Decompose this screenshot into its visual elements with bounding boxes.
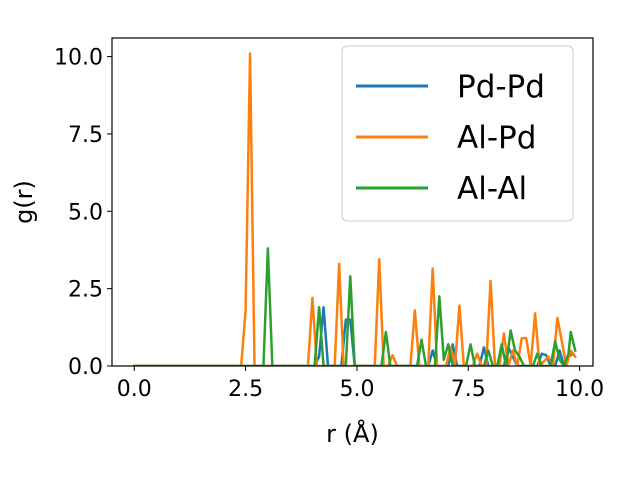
legend-label-pd-pd: Pd-Pd	[457, 69, 545, 105]
x-tick-label: 5.0	[339, 377, 374, 402]
plot-frame	[111, 37, 594, 367]
y-tick-label: 2.5	[68, 278, 103, 303]
legend-label-al-pd: Al-Pd	[457, 120, 536, 156]
x-tick-label: 2.5	[228, 377, 263, 402]
x-tick-label: 0.0	[117, 377, 152, 402]
series-line-al-al	[133, 247, 577, 366]
y-axis-label: g(r)	[10, 180, 38, 224]
series-layer	[133, 52, 577, 366]
series-line-al-pd	[133, 52, 577, 366]
y-tick-label: 5.0	[68, 200, 103, 225]
x-axis-label: r (Å)	[326, 419, 379, 448]
y-tick-label: 7.5	[68, 123, 103, 148]
y-axis: 0.0 2.5 5.0 7.5 10.0	[54, 46, 112, 380]
legend-box	[341, 45, 574, 222]
y-tick-label: 10.0	[54, 46, 103, 71]
legend: Pd-Pd Al-Pd Al-Al	[341, 45, 574, 222]
legend-label-al-al: Al-Al	[457, 171, 527, 207]
x-tick-label: 7.5	[451, 377, 486, 402]
x-axis: 0.0 2.5 5.0 7.5 10.0	[117, 366, 604, 402]
x-tick-label: 10.0	[555, 377, 604, 402]
y-tick-label: 0.0	[68, 355, 103, 380]
